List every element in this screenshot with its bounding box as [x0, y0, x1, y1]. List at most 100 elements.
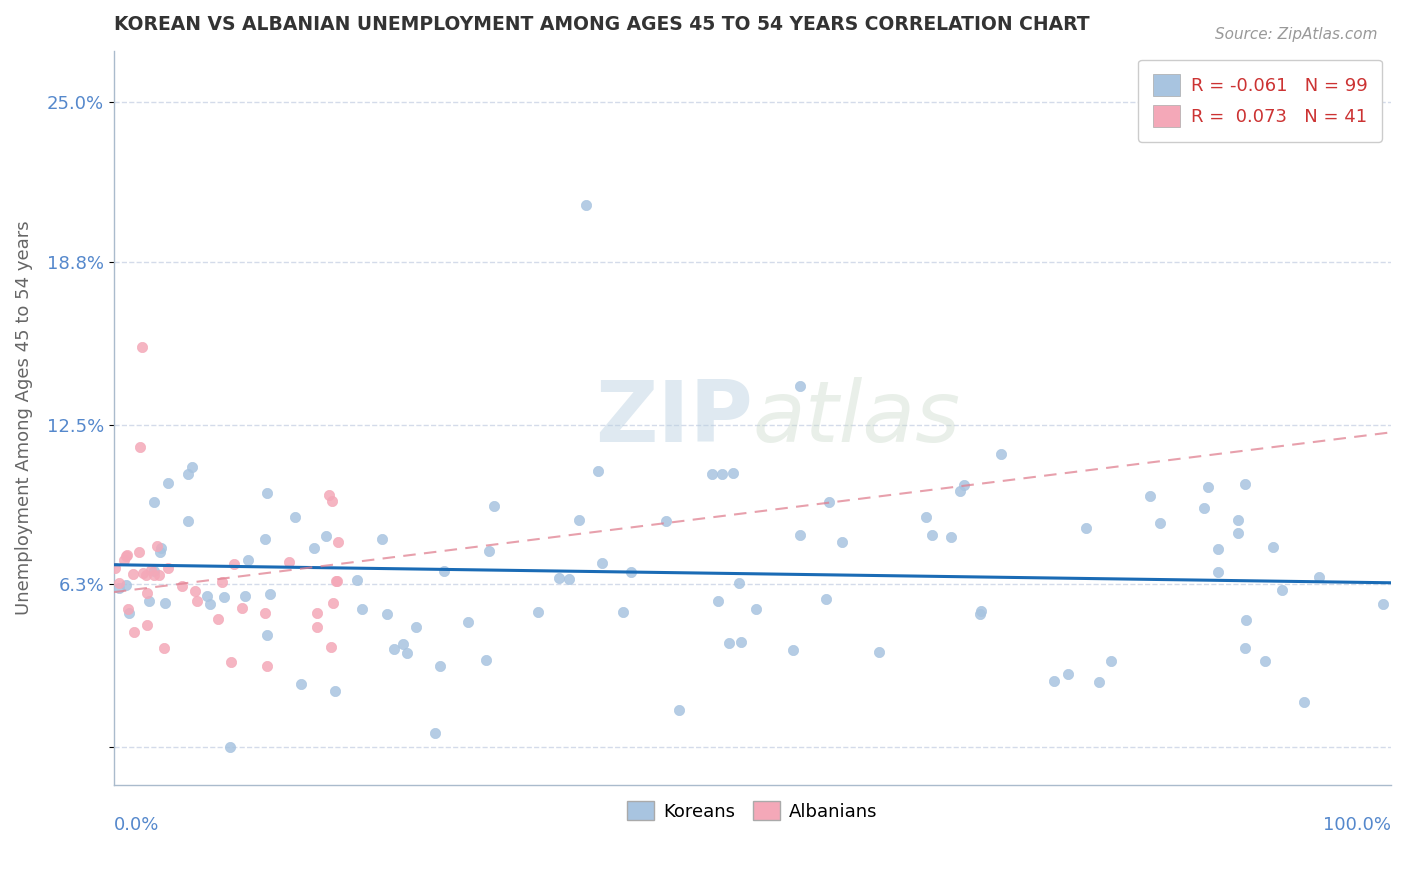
Point — [198, 597, 221, 611]
Point — [284, 510, 307, 524]
Y-axis label: Unemployment Among Ages 45 to 54 years: Unemployment Among Ages 45 to 54 years — [15, 221, 32, 615]
Point — [527, 605, 550, 619]
Point — [475, 653, 498, 667]
Point — [914, 510, 936, 524]
Point — [136, 586, 159, 600]
Point — [1088, 675, 1111, 690]
Point — [326, 574, 349, 589]
Point — [186, 594, 208, 608]
Point — [1308, 570, 1330, 584]
Point — [318, 488, 340, 502]
Point — [172, 579, 194, 593]
Point — [1263, 541, 1285, 555]
Point — [122, 625, 145, 640]
Point — [146, 539, 169, 553]
Point — [548, 571, 571, 585]
Point — [969, 607, 991, 621]
Point — [177, 467, 200, 482]
Point — [197, 589, 219, 603]
Point — [142, 564, 165, 578]
Point — [429, 658, 451, 673]
Point — [290, 677, 312, 691]
Point — [588, 464, 610, 478]
Point — [149, 545, 172, 559]
Point — [107, 576, 129, 591]
Point — [395, 646, 418, 660]
Point — [219, 656, 242, 670]
Point — [392, 637, 415, 651]
Point — [1226, 513, 1249, 527]
Point — [322, 596, 344, 610]
Point — [157, 475, 180, 490]
Point — [135, 568, 157, 582]
Point — [655, 514, 678, 528]
Point — [131, 340, 153, 354]
Point — [152, 640, 174, 655]
Point — [1233, 477, 1256, 491]
Point — [233, 589, 256, 603]
Point — [745, 602, 768, 616]
Point — [939, 530, 962, 544]
Point — [423, 726, 446, 740]
Point — [211, 575, 233, 590]
Point — [304, 541, 326, 555]
Text: atlas: atlas — [752, 376, 960, 459]
Point — [325, 574, 347, 588]
Point — [236, 553, 259, 567]
Point — [346, 573, 368, 587]
Point — [405, 620, 427, 634]
Point — [1253, 654, 1275, 668]
Point — [1149, 516, 1171, 530]
Text: KOREAN VS ALBANIAN UNEMPLOYMENT AMONG AGES 45 TO 54 YEARS CORRELATION CHART: KOREAN VS ALBANIAN UNEMPLOYMENT AMONG AG… — [114, 15, 1090, 34]
Point — [949, 484, 972, 499]
Point — [718, 636, 741, 650]
Point — [1371, 598, 1393, 612]
Point — [139, 563, 162, 577]
Point — [1206, 541, 1229, 556]
Point — [1099, 655, 1122, 669]
Point — [557, 573, 579, 587]
Point — [156, 560, 179, 574]
Point — [371, 532, 394, 546]
Point — [321, 494, 343, 508]
Point — [108, 581, 131, 595]
Point — [1208, 565, 1230, 579]
Point — [482, 500, 505, 514]
Point — [815, 591, 838, 606]
Point — [114, 577, 136, 591]
Point — [789, 379, 811, 393]
Point — [128, 545, 150, 559]
Point — [1233, 640, 1256, 655]
Point — [323, 683, 346, 698]
Point — [253, 607, 276, 621]
Point — [180, 459, 202, 474]
Point — [1043, 673, 1066, 688]
Point — [990, 447, 1012, 461]
Point — [831, 534, 853, 549]
Point — [1076, 521, 1098, 535]
Point — [153, 596, 176, 610]
Point — [668, 703, 690, 717]
Point — [591, 556, 613, 570]
Point — [117, 548, 139, 562]
Point — [231, 600, 253, 615]
Point — [1234, 613, 1257, 627]
Point — [706, 594, 728, 608]
Point — [575, 198, 598, 212]
Point — [259, 587, 281, 601]
Point — [326, 534, 349, 549]
Point — [921, 527, 943, 541]
Point — [952, 477, 974, 491]
Point — [118, 606, 141, 620]
Point — [789, 527, 811, 541]
Point — [711, 467, 734, 481]
Point — [219, 739, 242, 754]
Text: Source: ZipAtlas.com: Source: ZipAtlas.com — [1215, 27, 1378, 42]
Point — [1292, 695, 1315, 709]
Point — [433, 564, 456, 578]
Point — [112, 553, 135, 567]
Point — [143, 568, 166, 582]
Point — [121, 567, 143, 582]
Point — [278, 555, 301, 569]
Point — [457, 615, 479, 629]
